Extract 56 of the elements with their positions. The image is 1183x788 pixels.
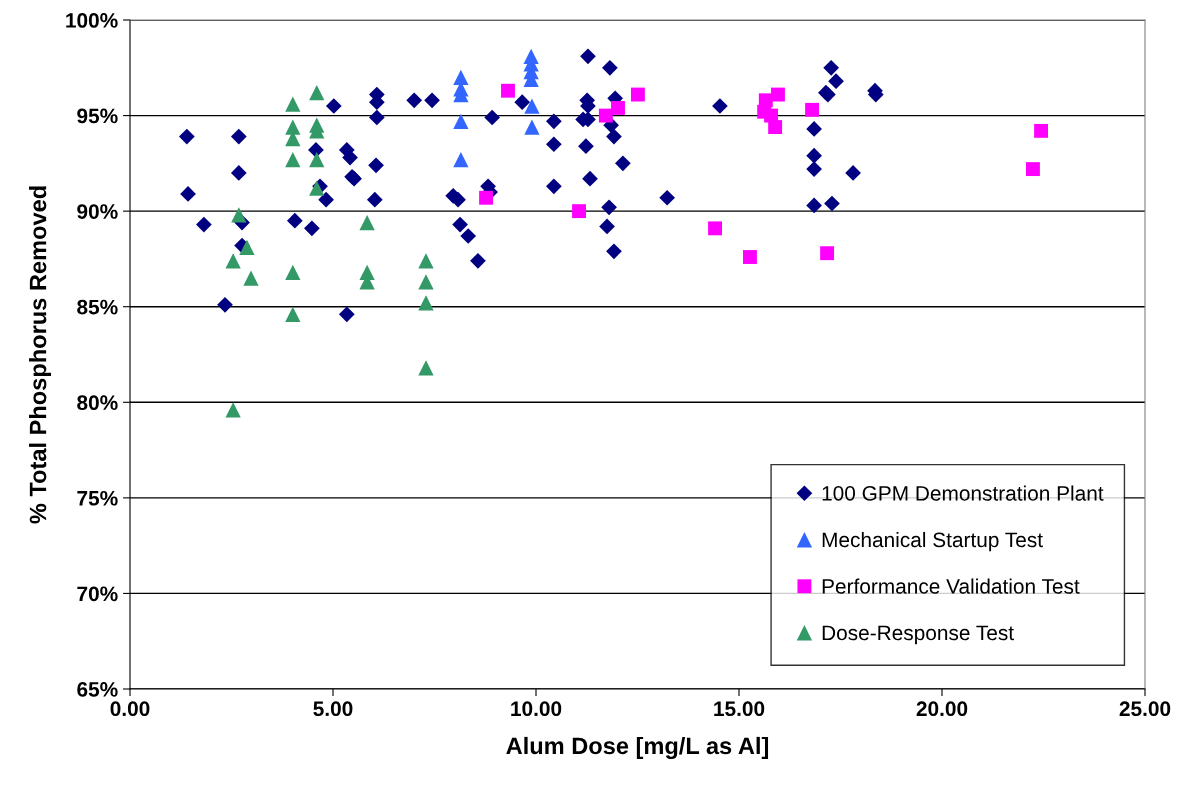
point — [611, 100, 625, 115]
point — [743, 250, 757, 264]
point — [805, 102, 820, 117]
point — [598, 108, 613, 123]
point — [453, 113, 469, 129]
y-tick-label: 95% — [77, 108, 118, 124]
point — [418, 360, 434, 376]
point — [243, 270, 259, 286]
point — [309, 151, 325, 168]
legend-label: Mechanical Startup Test — [822, 531, 1043, 552]
point — [285, 151, 301, 168]
point — [285, 306, 301, 322]
point — [708, 221, 722, 236]
point — [630, 87, 645, 102]
point — [1034, 123, 1049, 138]
point — [524, 98, 540, 114]
legend-label: 100 GPM Demonstration Plant — [822, 485, 1104, 501]
x-axis-title: Alum Dose [mg/L as Al] — [506, 736, 769, 760]
point — [359, 214, 375, 231]
x-tick-label: 0.00 — [110, 701, 150, 717]
point — [820, 246, 835, 261]
y-tick-label: 80% — [77, 395, 118, 411]
x-tick-label: 10.00 — [511, 701, 562, 717]
point — [418, 253, 434, 269]
y-tick-label: 85% — [77, 299, 118, 315]
point — [285, 96, 301, 112]
point — [239, 239, 255, 256]
x-tick-label: 20.00 — [916, 701, 968, 717]
point — [285, 119, 301, 135]
point — [418, 295, 434, 311]
x-tick-label: 15.00 — [714, 701, 765, 717]
x-tick-label: 25.00 — [1119, 701, 1171, 717]
point — [309, 85, 325, 101]
y-tick-label: 75% — [77, 490, 118, 506]
point — [285, 264, 301, 280]
y-tick-label: 70% — [77, 586, 118, 602]
x-tick-label: 5.00 — [313, 701, 353, 717]
y-axis-title: % Total Phosphorus Removed — [29, 186, 52, 524]
point — [453, 69, 469, 85]
point — [453, 151, 469, 168]
point — [572, 204, 586, 219]
point — [524, 119, 540, 135]
point — [501, 83, 515, 98]
point — [1026, 162, 1040, 177]
point — [225, 402, 241, 418]
legend-label: Performance Validation Test — [822, 578, 1080, 594]
point — [418, 274, 434, 290]
y-tick-label: 90% — [77, 204, 118, 219]
point — [479, 190, 494, 205]
y-tick-label: 100% — [66, 13, 118, 28]
point — [771, 87, 785, 102]
legend-label: Dose-Response Test — [822, 625, 1014, 645]
point — [231, 207, 247, 223]
point — [225, 253, 241, 269]
y-tick-label: 65% — [77, 682, 118, 697]
point — [768, 120, 783, 134]
